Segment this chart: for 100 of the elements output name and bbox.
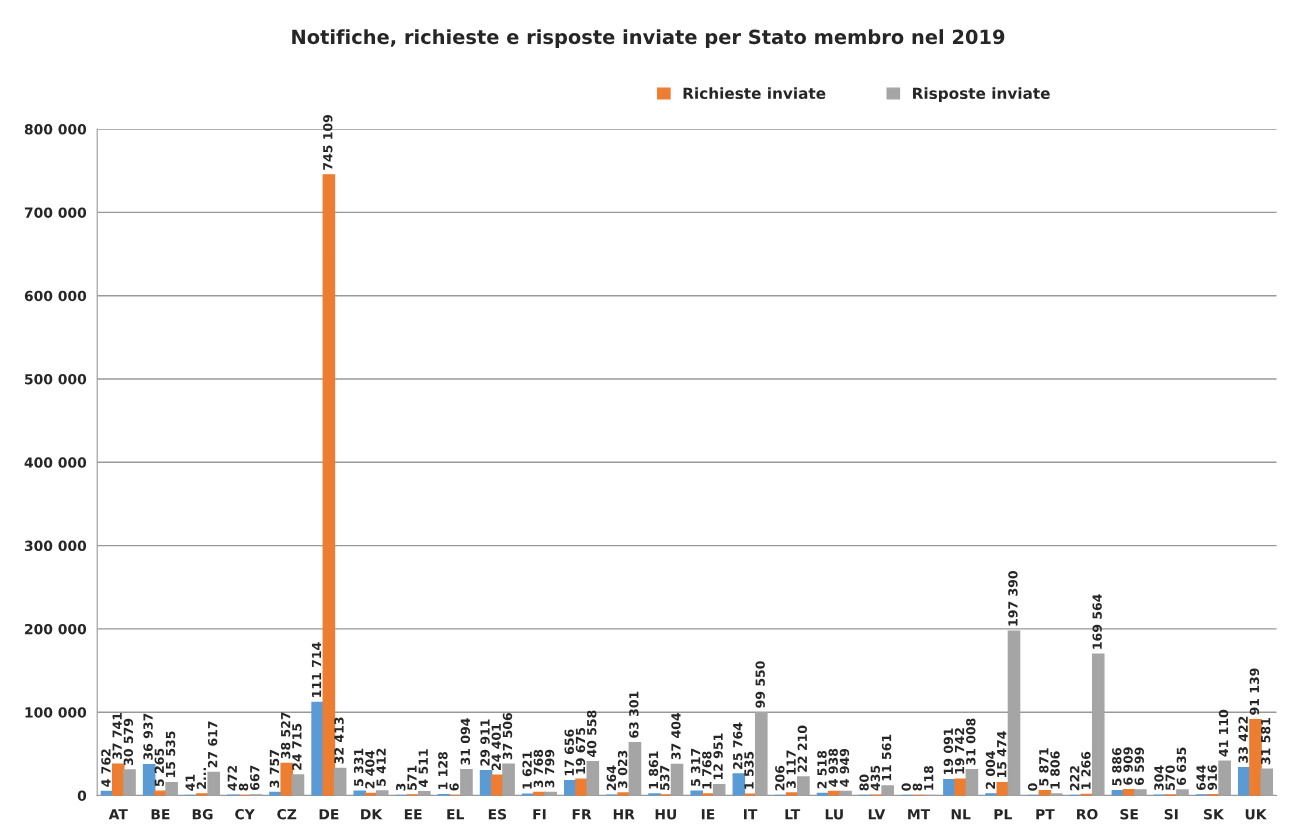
x-tick-label: AT <box>108 809 128 820</box>
data-label: 27 617 <box>207 721 218 768</box>
x-tick-label: CY <box>235 808 255 820</box>
data-label: 41 <box>185 774 195 791</box>
data-label: 4 949 <box>839 748 850 787</box>
x-tick-label: HU <box>655 809 676 820</box>
data-label: 4 762 <box>101 749 111 787</box>
y-tick-label: 400 000 <box>24 457 87 468</box>
x-tick-label: CZ <box>277 808 297 820</box>
data-label: 36 937 <box>143 713 153 760</box>
data-label: 644 <box>1196 765 1206 791</box>
data-label: 37 741 <box>112 712 122 760</box>
data-label: 571 <box>407 765 417 790</box>
y-tick-label: 0 <box>77 790 87 801</box>
data-label: 32 413 <box>334 717 344 764</box>
x-tick-label: DK <box>361 809 383 820</box>
data-label: 169 564 <box>1092 594 1102 649</box>
data-label: 8 <box>238 783 249 791</box>
x-tick-label: DE <box>319 809 339 820</box>
data-label: 40 558 <box>586 710 597 757</box>
x-tick-label: LV <box>868 809 886 820</box>
x-tick-label: LU <box>825 809 843 820</box>
x-tick-label: PL <box>994 809 1012 820</box>
data-label: 304 <box>1154 765 1164 791</box>
data-label: 6 599 <box>1134 747 1144 786</box>
y-tick-label: 200 000 <box>25 623 87 635</box>
y-tick-label: 700 000 <box>24 207 87 218</box>
data-label: 1 128 <box>438 752 448 789</box>
data-label: 111 714 <box>311 642 322 697</box>
x-tick-label: FI <box>533 809 546 820</box>
data-label: 222 <box>1069 766 1080 791</box>
data-label: 667 <box>250 765 260 791</box>
data-label: 1 861 <box>648 751 659 789</box>
data-label: 0 <box>1027 783 1038 791</box>
data-label: 1 768 <box>702 751 712 789</box>
data-label: 4 511 <box>418 749 428 788</box>
data-label: 5 317 <box>690 748 701 786</box>
data-label: 99 550 <box>755 661 765 708</box>
y-tick-label: 600 000 <box>24 290 87 302</box>
data-label: 5 886 <box>1112 747 1122 786</box>
data-label: 435 <box>870 765 881 791</box>
data-label: 24 401 <box>491 724 501 771</box>
data-label: 8 <box>912 783 923 791</box>
x-tick-label: NL <box>951 809 971 820</box>
data-label: 916 <box>1207 765 1218 790</box>
data-label: 5 331 <box>353 748 364 786</box>
data-label: 537 <box>659 765 670 790</box>
x-tick-label: IE <box>701 809 715 820</box>
data-label: 472 <box>227 765 237 791</box>
x-tick-label: SI <box>1164 808 1178 820</box>
data-label: 3 799 <box>544 749 555 788</box>
data-label: 3 768 <box>533 749 544 788</box>
data-label: 11 561 <box>881 734 892 781</box>
legend-label: Risposte inviate <box>913 87 1050 103</box>
data-label: 3 <box>396 783 406 791</box>
data-label: 206 <box>775 765 785 791</box>
data-label: 5 412 <box>376 748 386 786</box>
data-label: 197 390 <box>1008 570 1018 626</box>
data-label: 31 094 <box>460 718 471 765</box>
data-label: 37 404 <box>671 712 681 760</box>
data-label: 19 675 <box>575 727 586 774</box>
data-label: 91 139 <box>1249 668 1260 715</box>
data-label: 2... <box>196 768 206 789</box>
x-tick-label: HR <box>613 809 635 820</box>
y-tick-label: 100 000 <box>25 707 87 718</box>
data-label: 2 404 <box>365 750 375 789</box>
x-tick-label: BG <box>192 808 213 820</box>
data-label: 31 581 <box>1260 718 1271 765</box>
legend-label: Richieste inviate <box>683 87 826 100</box>
x-tick-label: EL <box>447 809 465 820</box>
x-tick-label: SK <box>1203 808 1225 820</box>
y-tick-label: 800 000 <box>24 124 87 135</box>
x-tick-label: BE <box>151 809 170 820</box>
x-tick-label: FR <box>572 809 592 820</box>
data-label: 570 <box>1165 765 1175 790</box>
x-tick-label: MT <box>908 809 931 820</box>
data-label: 1 266 <box>1081 751 1091 789</box>
data-label: 80 <box>859 774 869 791</box>
x-tick-label: IT <box>744 809 758 820</box>
data-label: 33 422 <box>1238 716 1248 763</box>
data-label: 5 265 <box>154 748 165 786</box>
x-tick-label: SE <box>1120 808 1138 820</box>
data-label: 31 008 <box>966 718 976 765</box>
data-label: 15 474 <box>997 731 1007 778</box>
chart-title: Notifiche, richieste e risposte inviate per Stato membro nel 2019 <box>292 29 1005 48</box>
data-label: 3 757 <box>269 750 280 788</box>
data-label: 6 <box>449 783 459 791</box>
data-label: 17 656 <box>564 729 574 776</box>
data-label: 63 301 <box>629 691 639 738</box>
data-label: 37 506 <box>502 712 513 760</box>
data-label: 19 091 <box>943 728 954 775</box>
data-label: 38 527 <box>280 712 291 759</box>
x-tick-label: EE <box>404 809 422 820</box>
data-label: 1 621 <box>522 751 532 789</box>
data-label: 15 535 <box>165 731 176 777</box>
x-tick-label: ES <box>488 808 507 820</box>
data-label: 745 109 <box>323 114 333 170</box>
x-tick-label: UK <box>1245 809 1267 820</box>
y-tick-label: 500 000 <box>25 373 87 385</box>
data-label: 118 <box>923 765 934 790</box>
